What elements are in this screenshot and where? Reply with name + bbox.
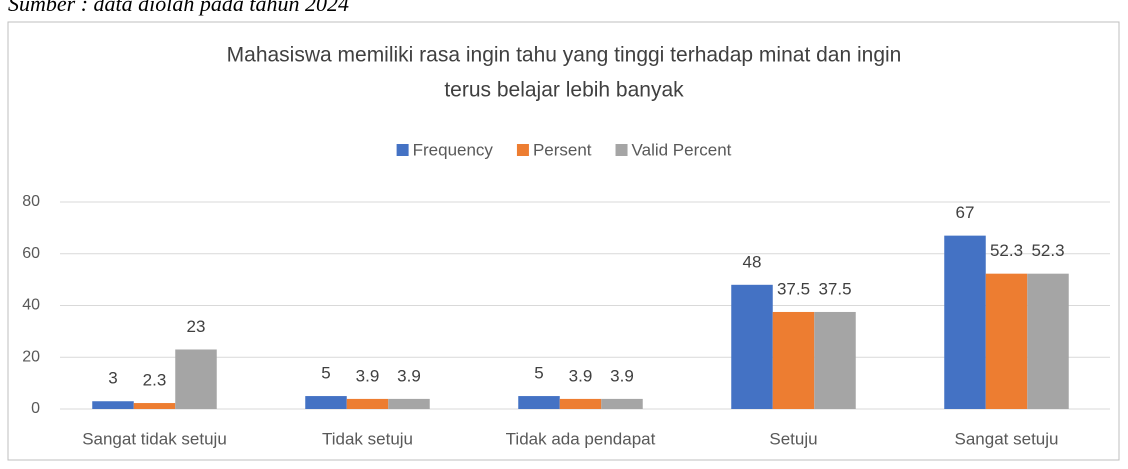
data-label: 23: [187, 317, 206, 336]
y-tick-label: 60: [22, 245, 40, 262]
legend-label: Persent: [533, 140, 592, 159]
data-label: 3.9: [397, 366, 421, 385]
data-label: 52.3: [990, 241, 1023, 260]
y-tick-label: 20: [22, 348, 40, 365]
bar: [731, 284, 773, 409]
x-tick-label: Setuju: [769, 429, 817, 448]
chart-frame: [7, 21, 1120, 461]
data-label: 5: [534, 364, 543, 383]
legend-swatch: [516, 144, 529, 156]
data-label: 3: [108, 369, 117, 388]
bar: [559, 398, 602, 409]
bar: [518, 396, 560, 409]
x-tick-label: Tidak setuju: [322, 429, 413, 448]
bar: [772, 311, 815, 409]
data-label: 2.3: [143, 371, 167, 390]
x-tick-label: Tidak ada pendapat: [506, 429, 656, 448]
bar: [346, 398, 389, 409]
data-label: 52.3: [1031, 241, 1064, 260]
data-label: 37.5: [818, 279, 851, 298]
x-tick-label: Sangat setuju: [955, 429, 1059, 448]
bar: [944, 235, 986, 409]
chart-title: Mahasiswa memiliki rasa ingin tahu yang …: [227, 44, 902, 67]
bar: [985, 273, 1028, 409]
bar: [814, 311, 856, 409]
bar: [1027, 273, 1069, 409]
y-tick-label: 40: [22, 297, 40, 314]
caption: Sumber : data diolah pada tahun 2024: [8, 0, 349, 16]
y-tick-label: 0: [31, 400, 40, 417]
legend-label: Valid Percent: [632, 140, 732, 159]
data-label: 5: [321, 364, 330, 383]
bar: [175, 349, 217, 409]
data-label: 3.9: [610, 366, 634, 385]
data-label: 3.9: [356, 366, 380, 385]
bar: [305, 396, 347, 409]
legend-swatch: [396, 144, 409, 156]
data-label: 48: [743, 252, 762, 271]
data-label: 3.9: [569, 366, 593, 385]
data-label: 67: [956, 203, 975, 222]
legend-swatch: [615, 144, 628, 156]
y-tick-label: 80: [22, 193, 40, 210]
bar: [601, 398, 643, 409]
bar: [388, 398, 430, 409]
bar: [133, 403, 176, 409]
data-label: 37.5: [777, 279, 810, 298]
x-tick-label: Sangat tidak setuju: [82, 429, 227, 448]
bar: [92, 401, 134, 409]
legend-label: Frequency: [413, 140, 494, 159]
chart-title: terus belajar lebih banyak: [444, 79, 684, 102]
